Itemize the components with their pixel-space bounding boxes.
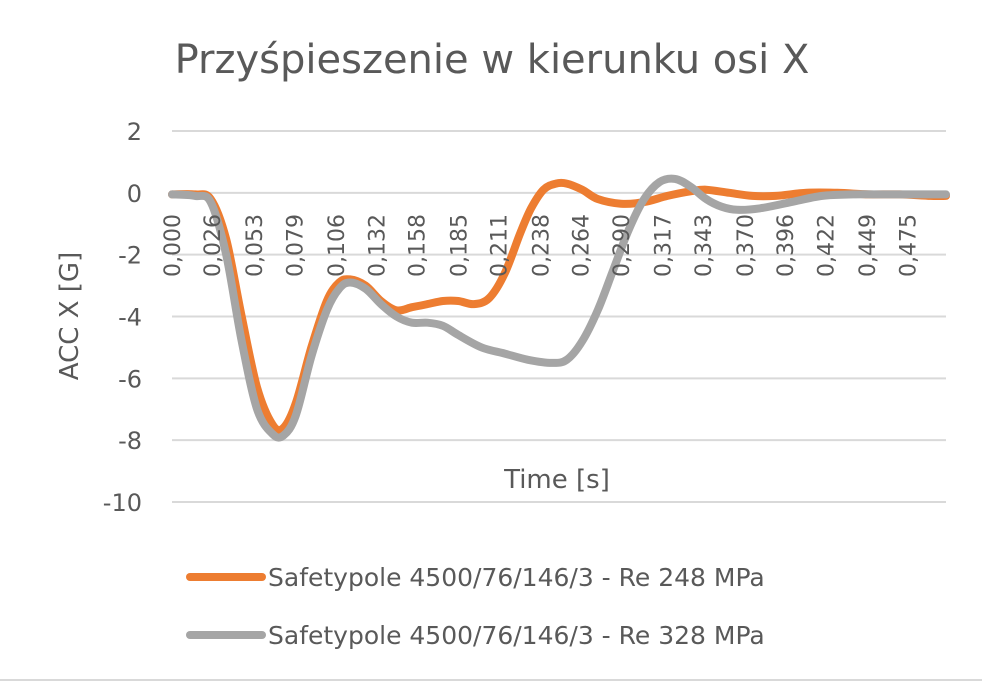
legend: Safetypole 4500/76/146/3 - Re 248 MPa Saf… xyxy=(186,563,765,650)
legend-label-2: Safetypole 4500/76/146/3 - Re 328 MPa xyxy=(268,621,765,650)
x-tick-label: 0,026 xyxy=(201,214,226,277)
series-lines xyxy=(168,174,950,442)
y-tick-label: -8 xyxy=(118,427,142,455)
legend-label-1: Safetypole 4500/76/146/3 - Re 248 MPa xyxy=(268,563,765,592)
y-tick-label: -6 xyxy=(118,365,142,393)
y-tick-label: 2 xyxy=(127,118,142,146)
y-axis-ticks: 2 0 -2 -4 -6 -8 -10 xyxy=(103,118,142,517)
x-tick-label: 0,343 xyxy=(692,214,717,277)
x-tick-label: 0,185 xyxy=(447,214,472,277)
series-line-2 xyxy=(168,174,950,442)
y-tick-label: 0 xyxy=(127,180,142,208)
x-tick-label: 0,158 xyxy=(406,214,431,277)
y-tick-label: -4 xyxy=(118,304,142,332)
x-axis-ticks: 0,000 0,026 0,053 0,079 0,106 0,132 0,158 0,185… xyxy=(161,214,921,277)
bottom-border xyxy=(0,679,982,681)
x-tick-label: 0,317 xyxy=(652,214,677,277)
x-tick-label: 0,449 xyxy=(856,214,881,277)
y-tick-label: -2 xyxy=(118,242,142,270)
x-tick-label: 0,475 xyxy=(896,214,921,277)
x-tick-label: 0,000 xyxy=(161,214,186,277)
chart-title: Przyśpieszenie w kierunku osi X xyxy=(175,37,810,83)
x-tick-label: 0,132 xyxy=(365,214,390,277)
x-tick-label: 0,290 xyxy=(610,214,635,277)
x-tick-label: 0,238 xyxy=(529,214,554,277)
y-axis-title: ACC X [G] xyxy=(55,252,85,380)
x-tick-label: 0,079 xyxy=(283,214,308,277)
series-line-1 xyxy=(168,178,950,435)
x-tick-label: 0,422 xyxy=(814,214,839,277)
x-tick-label: 0,106 xyxy=(325,214,350,277)
x-tick-label: 0,264 xyxy=(570,214,595,277)
x-axis-title: Time [s] xyxy=(503,465,610,495)
x-tick-label: 0,370 xyxy=(734,214,759,277)
y-tick-label: -10 xyxy=(103,489,142,517)
x-tick-label: 0,211 xyxy=(488,214,513,277)
x-tick-label: 0,053 xyxy=(243,214,268,277)
x-tick-label: 0,396 xyxy=(774,214,799,277)
